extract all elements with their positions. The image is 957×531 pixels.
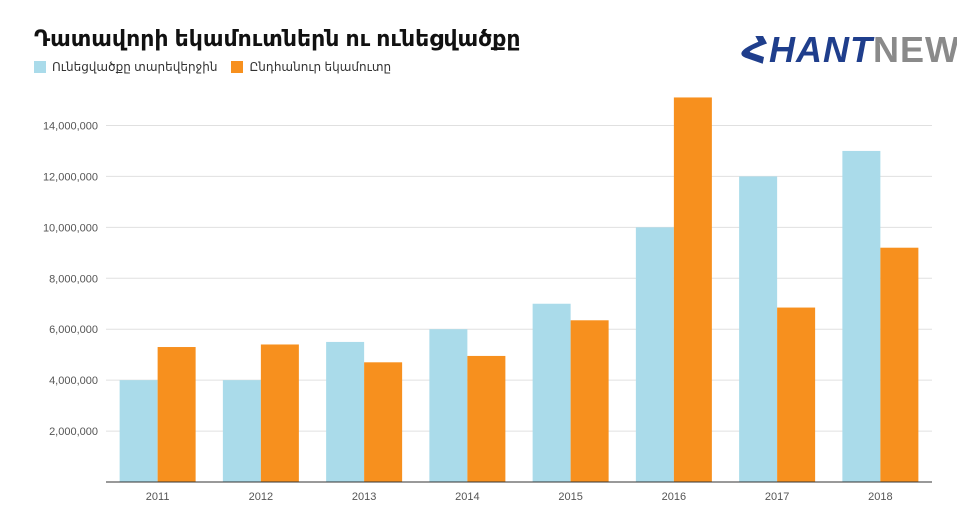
bar-series-1 (532, 303, 571, 482)
x-tick-label: 2017 (765, 491, 789, 503)
bar-series-1 (635, 227, 674, 482)
bar-series-2 (570, 320, 609, 482)
bar-series-1 (326, 341, 365, 482)
y-tick-label: 4,000,000 (49, 375, 98, 387)
bar-series-2 (880, 247, 919, 482)
bar-series-1 (842, 150, 881, 482)
y-tick-label: 12,000,000 (43, 171, 98, 183)
bar-series-2 (260, 344, 299, 482)
y-tick-label: 6,000,000 (49, 324, 98, 336)
bar-series-1 (429, 329, 468, 482)
bar-series-2 (777, 307, 816, 482)
bar-series-1 (222, 380, 261, 482)
x-tick-label: 2015 (558, 491, 582, 503)
x-tick-label: 2016 (662, 491, 686, 503)
legend: Ունեցվածքը տարեվերջին Ընդհանուր եկամուտը (34, 60, 405, 74)
legend-label-series-1: Ունեցվածքը տարեվերջին (52, 60, 218, 74)
y-tick-label: 14,000,000 (43, 120, 98, 132)
y-tick-label: 8,000,000 (49, 273, 98, 285)
legend-item-series-1: Ունեցվածքը տարեվերջին (34, 60, 217, 74)
bar-series-2 (467, 355, 506, 482)
x-tick-label: 2014 (455, 491, 479, 503)
legend-swatch-series-1 (34, 61, 46, 73)
x-tick-label: 2018 (868, 491, 892, 503)
bar-series-2 (673, 97, 712, 482)
logo-part-1: ՀHANT (742, 29, 874, 70)
hantnews-logo: ՀHANTNEWS (742, 32, 957, 68)
logo-part-2: NEWS (873, 29, 957, 70)
bar-series-1 (119, 380, 158, 482)
legend-swatch-series-2 (231, 61, 244, 73)
y-tick-label: 2,000,000 (49, 426, 98, 438)
bar-series-1 (739, 176, 778, 482)
bar-series-2 (364, 362, 403, 482)
x-tick-label: 2013 (352, 491, 376, 503)
x-tick-label: 2011 (146, 491, 170, 503)
y-tick-label: 10,000,000 (43, 222, 98, 234)
chart-title: Դատավորի եկամուտներն ու ունեցվածքը (34, 26, 521, 51)
legend-item-series-2: Ընդհանուր եկամուտը (231, 60, 391, 74)
bar-series-2 (157, 347, 196, 482)
x-tick-label: 2012 (249, 491, 273, 503)
legend-label-series-2: Ընդհանուր եկամուտը (249, 60, 392, 74)
